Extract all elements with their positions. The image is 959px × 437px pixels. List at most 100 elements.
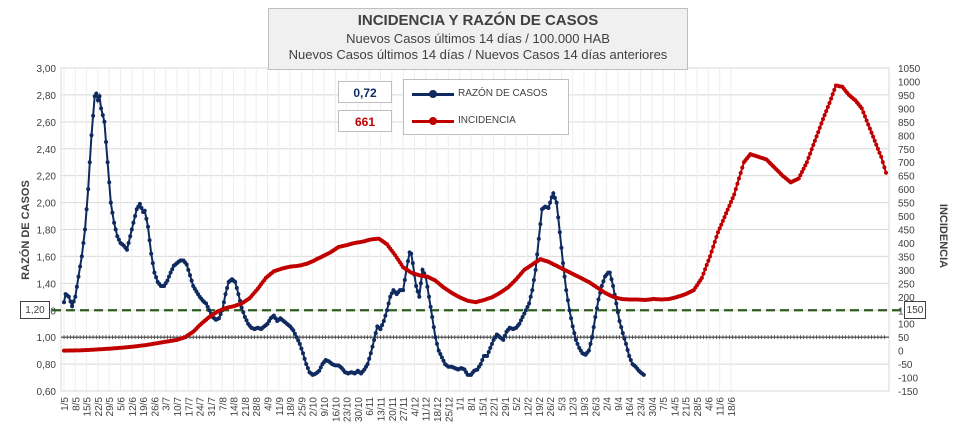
ratio-point (239, 305, 244, 310)
x-tick-label: 14/5 (670, 397, 681, 417)
ratio-point (225, 286, 230, 290)
incidence-point (796, 176, 801, 181)
ratio-point (388, 294, 393, 299)
ratio-point (146, 224, 150, 229)
ratio-point (108, 200, 113, 205)
ratio-point (368, 351, 373, 356)
ratio-point (433, 335, 438, 340)
y-right-tick-label: 1050 (898, 64, 921, 75)
ratio-point (296, 338, 301, 343)
incidence-point (812, 138, 817, 143)
ratio-point (147, 238, 152, 243)
ratio-point (89, 133, 94, 138)
ratio-point (218, 312, 223, 317)
ratio-point (73, 294, 78, 299)
ratio-point (142, 208, 147, 213)
ratio-point (628, 358, 633, 362)
ratio-point (150, 261, 155, 266)
y-right-tick-label: 50 (898, 333, 910, 344)
incidence-point (803, 163, 808, 168)
x-tick-label: 15/5 (83, 397, 94, 417)
reference-lines (52, 309, 904, 340)
ratio-point (607, 270, 612, 275)
ratio-point (410, 261, 415, 266)
x-tick-label: 18/9 (286, 397, 297, 417)
ratio-point (304, 362, 309, 367)
ratio-point (97, 94, 102, 99)
y-right-tick-label: 0 (898, 347, 904, 358)
x-tick-label: 23/4 (637, 397, 648, 417)
x-tick-label: 9/4 (614, 397, 625, 411)
ratio-point (78, 264, 83, 269)
ratio-point (620, 331, 625, 336)
current-incidence-value: 661 (338, 110, 392, 132)
ratio-point (531, 278, 536, 282)
ratio-point (102, 119, 107, 124)
y-right-tick-label: -150 (898, 387, 918, 398)
ratio-point (383, 313, 388, 318)
ratio-point (624, 341, 628, 346)
ratio-point (317, 368, 322, 373)
ratio-point (586, 348, 591, 353)
ratio-point (217, 316, 221, 321)
incidence-point (714, 235, 719, 239)
legend-marker-incidence (429, 117, 437, 125)
incidence-point (732, 192, 737, 197)
y-left-tick-label: 0,60 (37, 387, 57, 398)
ratio-point (533, 267, 538, 272)
incidence-point (716, 230, 720, 235)
ratio-point (367, 356, 372, 361)
ratio-point (168, 270, 173, 275)
ratio-point (522, 311, 527, 316)
incidence-point (729, 200, 733, 204)
ratio-point (593, 315, 598, 319)
current-ratio-value: 0,72 (338, 81, 392, 103)
ratio-point (365, 362, 370, 367)
incidence-point (708, 254, 712, 259)
ratio-point (517, 321, 522, 326)
ratio-point (242, 315, 247, 319)
incidence-point (822, 113, 827, 118)
incidence-point (733, 187, 738, 192)
ratio-point (137, 201, 142, 206)
x-tick-label: 5/3 (557, 397, 568, 411)
ratio-point (378, 327, 383, 332)
ratio-point (601, 279, 606, 284)
y-left-tick-label: 2,60 (37, 118, 57, 129)
ratio-point (94, 91, 99, 96)
ratio-point (562, 274, 567, 279)
ratio-point (184, 262, 189, 267)
x-tick-label: 13/11 (377, 397, 388, 422)
ratio-point (91, 113, 96, 118)
incidence-point (711, 244, 716, 249)
ratio-point (490, 341, 494, 346)
ratio-point (525, 304, 530, 309)
incidence-point (884, 170, 888, 175)
ratio-point (205, 304, 210, 309)
ratio-point (627, 354, 632, 358)
ratio-point (551, 191, 556, 196)
ratio-point (112, 220, 117, 225)
x-tick-label: 25/12 (444, 397, 455, 422)
incidence-point (730, 196, 735, 201)
x-tick-label: 26/6 (150, 397, 161, 417)
ratio-point (189, 278, 194, 283)
chart-title: INCIDENCIA Y RAZÓN DE CASOS (357, 12, 599, 29)
x-tick-label: 9/10 (320, 397, 331, 417)
x-tick-label: 11/12 (422, 397, 433, 422)
x-tick-label: 11/9 (275, 397, 286, 416)
ratio-point (380, 323, 385, 328)
ratio-point (552, 195, 557, 200)
ratio-point (538, 222, 543, 227)
ratio-point (559, 245, 564, 250)
y-right-tick-label: 900 (898, 104, 915, 115)
x-tick-label: 18/12 (433, 397, 444, 422)
incidence-point (737, 176, 741, 181)
ratio-point (431, 325, 436, 330)
x-tick-label: 12/3 (569, 397, 580, 417)
incidence-point (806, 155, 811, 160)
x-tick-label: 19/3 (580, 397, 591, 417)
x-tick-label: 30/10 (354, 397, 365, 422)
y-right-tick-label: 700 (898, 158, 915, 169)
ratio-point (567, 308, 572, 313)
